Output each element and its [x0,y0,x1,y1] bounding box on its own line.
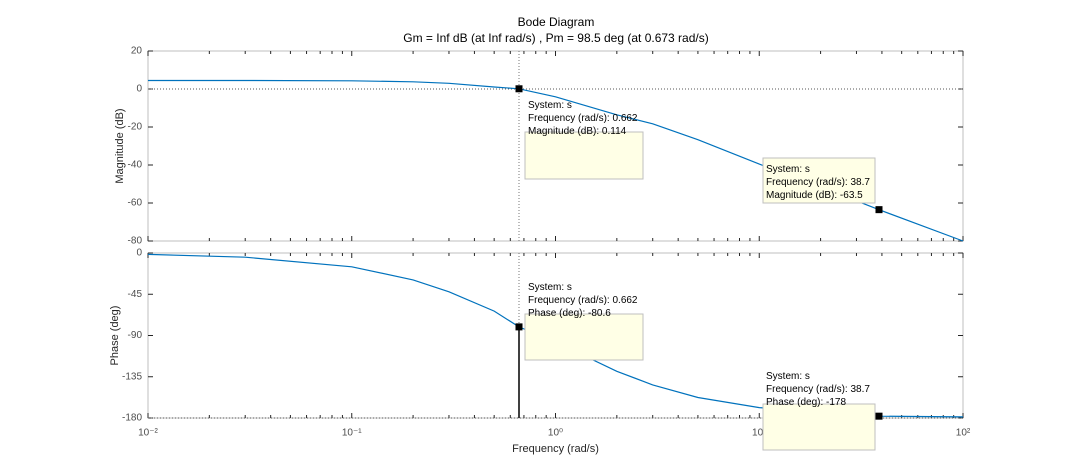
datatip-text: System: s [766,371,810,382]
datatip-text: Magnitude (dB): 0.114 [528,126,627,137]
x-tick-label: 10⁰ [548,428,563,439]
datatip-marker [515,85,523,93]
chart-title: Bode Diagram [518,15,595,29]
y-axis-label: Magnitude (dB) [114,108,126,183]
datatip-marker [515,323,523,331]
x-tick-label: 10⁻¹ [342,428,362,439]
datatip-text: Phase (deg): -80.6 [528,308,611,319]
datatip-text: Phase (deg): -178 [766,397,846,408]
y-tick-label: 20 [131,46,143,57]
datatip-text: Frequency (rad/s): 38.7 [766,384,870,395]
datatip-marker [875,206,883,214]
y-tick-label: -40 [128,160,143,171]
x-tick-label: 10² [956,428,971,439]
x-axis-label: Frequency (rad/s) [512,443,599,455]
x-tick-label: 10¹ [752,428,767,439]
datatip-box [524,131,644,180]
y-tick-label: -90 [128,330,143,341]
y-tick-label: 0 [136,248,142,259]
datatip-text: Frequency (rad/s): 0.662 [528,295,638,306]
y-axis-label: Phase (deg) [109,306,121,366]
y-tick-label: -180 [122,413,142,424]
datatip-box [762,403,876,451]
y-tick-label: -60 [128,198,143,209]
datatip-text: Frequency (rad/s): 0.662 [528,113,638,124]
datatip-text: Magnitude (dB): -63.5 [766,190,863,201]
datatip-text: System: s [766,164,810,175]
chart-subtitle: Gm = Inf dB (at Inf rad/s) , Pm = 98.5 d… [403,31,708,45]
y-tick-label: -45 [128,289,143,300]
datatip-marker [875,412,883,420]
datatip-box [524,313,644,361]
y-tick-label: 0 [136,84,142,95]
datatip-text: System: s [528,100,572,111]
x-tick-label: 10⁻² [138,428,158,439]
datatip-text: System: s [528,282,572,293]
y-tick-label: -20 [128,122,143,133]
datatip-text: Frequency (rad/s): 38.7 [766,177,870,188]
y-tick-label: -80 [128,236,143,247]
datatip-box [762,157,876,204]
y-tick-label: -135 [122,371,142,382]
